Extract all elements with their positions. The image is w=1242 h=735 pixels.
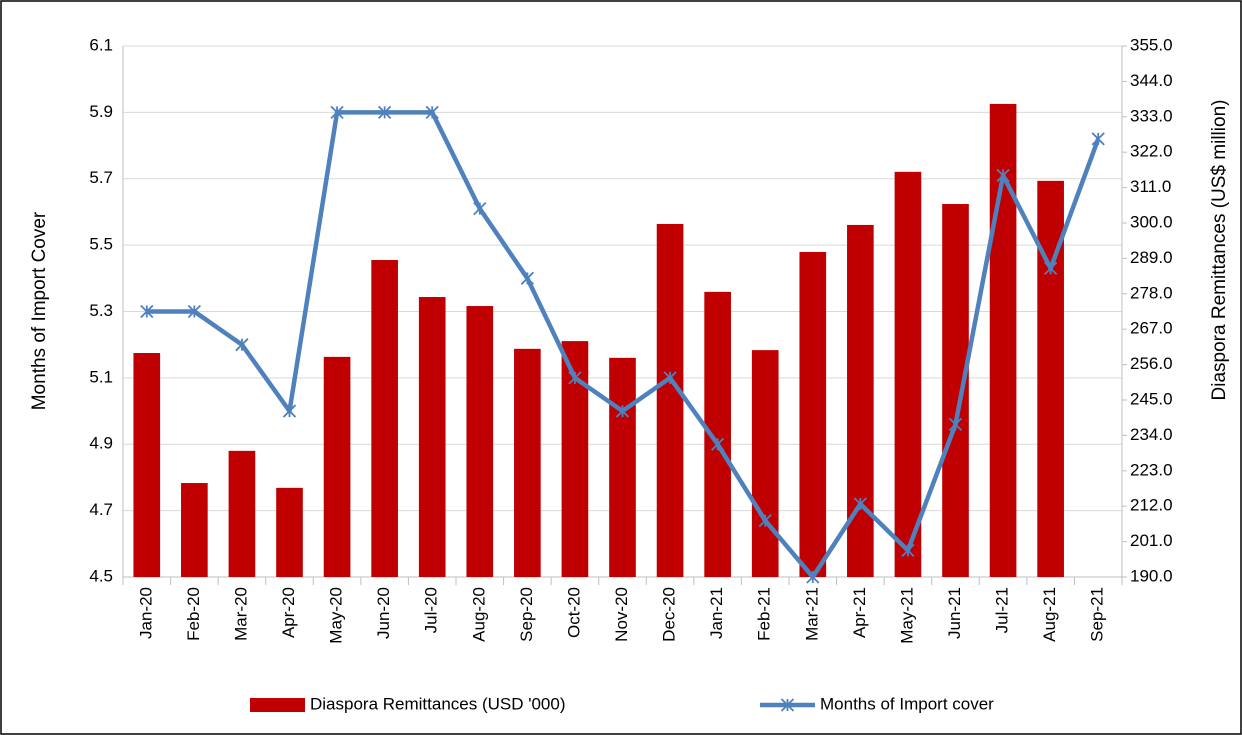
bar xyxy=(656,223,684,577)
y2-tick-label: 223.0 xyxy=(1130,460,1173,479)
bar xyxy=(181,483,208,577)
bar xyxy=(799,251,827,578)
y-tick-label: 6.1 xyxy=(89,35,113,54)
bar xyxy=(276,487,303,577)
x-tick-label: Jul-20 xyxy=(422,587,441,633)
y-tick-label: 5.3 xyxy=(89,301,113,320)
x-tick-label: Aug-21 xyxy=(1040,587,1059,642)
line-marker xyxy=(378,105,392,120)
y-tick-label: 5.9 xyxy=(89,102,113,121)
x-tick-label: Jun-20 xyxy=(374,587,393,639)
y2-tick-label: 278.0 xyxy=(1130,283,1173,302)
x-tick-label: Aug-20 xyxy=(469,587,488,642)
y2-tick-label: 344.0 xyxy=(1130,71,1173,90)
x-tick-label: May-21 xyxy=(897,587,916,644)
y2-tick-label: 333.0 xyxy=(1130,106,1173,125)
x-tick-label: Sep-20 xyxy=(517,587,536,642)
x-tick-label: Jun-21 xyxy=(945,587,964,639)
bar xyxy=(418,297,446,577)
line-marker xyxy=(1091,132,1105,146)
x-tick-label: May-20 xyxy=(327,587,346,644)
bar xyxy=(323,356,351,577)
line-marker xyxy=(235,338,249,352)
legend-label: Diaspora Remittances (USD '000) xyxy=(310,694,566,713)
y-tick-label: 5.7 xyxy=(89,168,113,187)
bar xyxy=(133,353,161,577)
line-marker xyxy=(853,497,867,511)
y2-tick-label: 234.0 xyxy=(1130,425,1173,444)
y-tick-label: 4.9 xyxy=(89,434,113,453)
x-tick-label: Oct-20 xyxy=(564,587,583,638)
line-marker xyxy=(473,201,487,216)
x-tick-label: Feb-21 xyxy=(755,587,774,641)
line-marker xyxy=(330,105,344,120)
x-tick-label: Feb-20 xyxy=(184,587,203,641)
y-axis-title: Months of Import Cover xyxy=(29,211,50,410)
line-marker xyxy=(615,404,630,418)
legend-swatch xyxy=(250,698,305,712)
line-marker xyxy=(711,437,725,451)
y2-tick-label: 311.0 xyxy=(1130,177,1171,196)
line-marker xyxy=(663,371,677,385)
x-tick-label: Mar-21 xyxy=(802,587,821,641)
y-tick-label: 4.7 xyxy=(89,500,113,519)
line-marker xyxy=(758,513,772,528)
x-tick-label: Nov-20 xyxy=(612,587,631,642)
x-tick-label: Apr-20 xyxy=(279,587,298,638)
bar xyxy=(847,224,874,577)
bar xyxy=(894,171,922,577)
x-tick-label: Sep-21 xyxy=(1088,587,1107,642)
line-marker xyxy=(282,404,297,418)
y2-tick-label: 267.0 xyxy=(1130,319,1173,338)
x-tick-label: Jan-20 xyxy=(136,587,155,639)
line-marker xyxy=(901,543,915,558)
x-tick-label: Dec-20 xyxy=(660,587,679,642)
bar xyxy=(514,348,541,577)
line-marker xyxy=(948,417,963,431)
y2-tick-label: 190.0 xyxy=(1130,566,1173,585)
y2-tick-label: 289.0 xyxy=(1130,248,1173,267)
bar xyxy=(942,204,969,577)
x-tick-label: Apr-21 xyxy=(850,587,869,638)
bar xyxy=(466,306,494,577)
y2-axis-title: Diaspora Remittances (US$ million) xyxy=(1209,100,1230,401)
bar xyxy=(371,260,398,577)
line-marker xyxy=(1044,261,1058,275)
line-marker xyxy=(425,105,439,120)
y-tick-label: 5.1 xyxy=(89,367,113,386)
line-marker xyxy=(520,271,534,285)
x-tick-label: Mar-20 xyxy=(231,587,250,641)
y2-tick-label: 355.0 xyxy=(1130,35,1173,54)
legend-marker xyxy=(780,698,795,712)
bar xyxy=(609,357,636,577)
line-marker xyxy=(140,304,154,319)
line-marker xyxy=(187,304,201,319)
y2-tick-label: 322.0 xyxy=(1130,142,1173,161)
y2-tick-label: 201.0 xyxy=(1130,531,1173,550)
y-tick-label: 4.5 xyxy=(89,566,113,585)
line-marker xyxy=(996,168,1010,183)
y2-tick-label: 212.0 xyxy=(1130,496,1173,515)
x-tick-label: Jul-21 xyxy=(993,587,1012,633)
bar xyxy=(751,350,779,577)
x-tick-label: Jan-21 xyxy=(707,587,726,639)
legend-label: Months of Import cover xyxy=(820,694,994,713)
y2-tick-label: 256.0 xyxy=(1130,354,1173,373)
y-tick-label: 5.5 xyxy=(89,235,113,254)
y2-tick-label: 300.0 xyxy=(1130,212,1173,231)
y2-tick-label: 245.0 xyxy=(1130,389,1173,408)
bar xyxy=(228,450,256,577)
line-marker xyxy=(568,371,582,385)
line-marker xyxy=(806,570,820,584)
